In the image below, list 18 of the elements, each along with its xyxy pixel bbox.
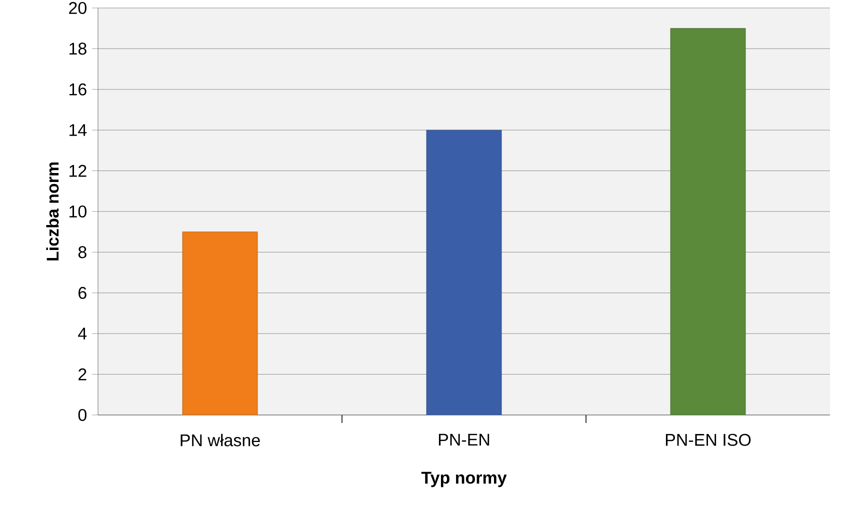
y-tick-label: 0 [78, 408, 86, 422]
x-tick-label: PN-EN [438, 434, 490, 446]
y-tick-label: 4 [78, 328, 87, 340]
y-tick-label: 16 [70, 83, 86, 96]
x-tick-label: PN własne [180, 434, 260, 446]
y-tick-label: 10 [70, 205, 86, 218]
y-tick-label: 2 [78, 368, 86, 380]
x-axis-title: Typ normy [421, 472, 507, 488]
y-axis-title: Liczba norm [46, 162, 59, 260]
x-tick-label: PN-EN ISO [666, 434, 751, 446]
y-tick-label: 20 [69, 2, 86, 14]
y-tick-label: 18 [70, 42, 86, 55]
y-tick-label: 14 [70, 124, 87, 136]
y-tick-label: 12 [70, 164, 86, 177]
y-tick-label: 6 [78, 286, 86, 299]
bar [182, 232, 258, 415]
bar [670, 28, 746, 415]
y-tick-label: 8 [78, 246, 86, 258]
